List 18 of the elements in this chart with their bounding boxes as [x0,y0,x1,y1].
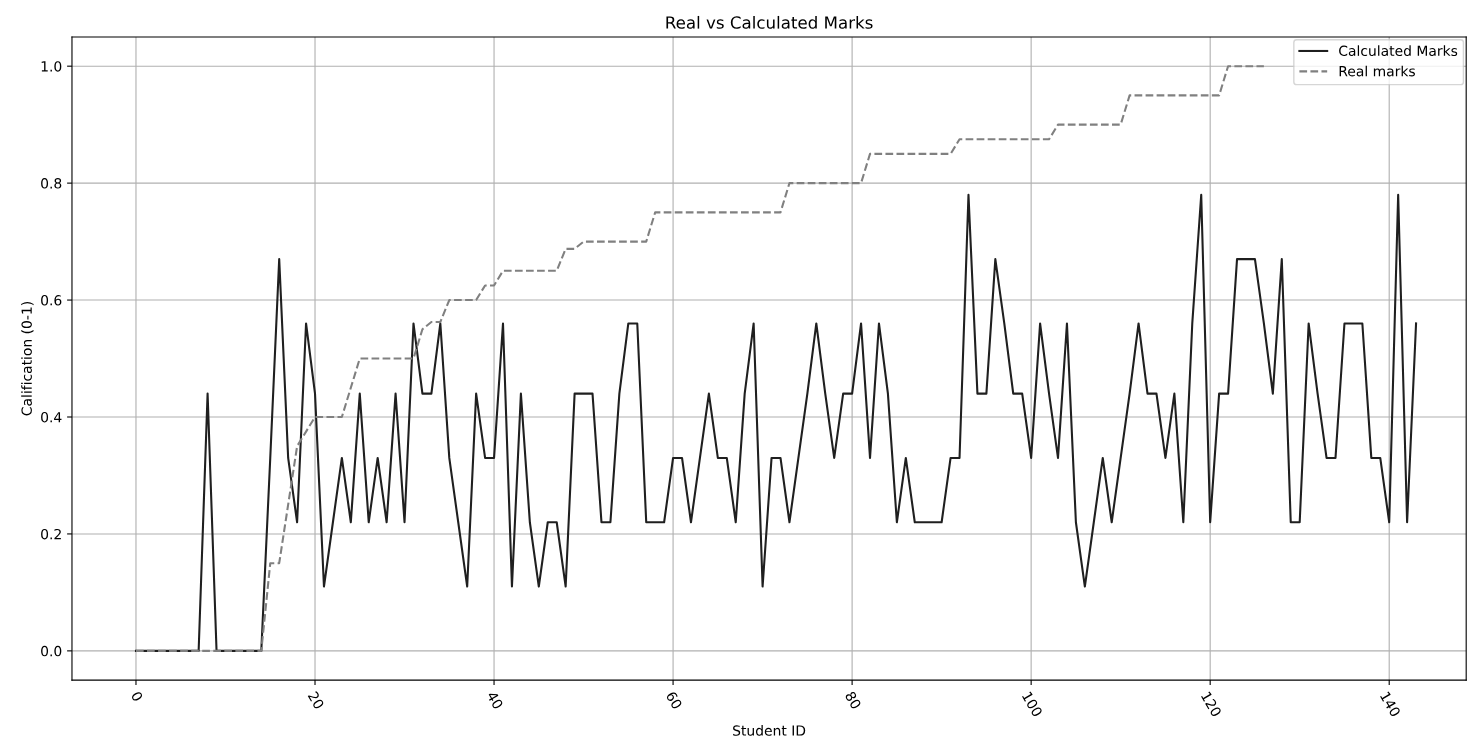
y-tick-label: 0.8 [41,178,62,189]
x-tick-label: 20 [307,690,325,710]
chart-title: Real vs Calculated Marks [666,15,873,29]
legend-label: Real marks [1339,65,1415,77]
y-tick-label: 0.4 [41,411,62,423]
x-axis-title: Student ID [733,725,806,736]
y-tick-label: 1.0 [41,61,62,72]
x-tick-label: 80 [844,690,862,710]
y-tick-label: 0.0 [41,645,62,657]
line-series [134,65,1265,652]
y-tick-label: 0.6 [41,295,62,306]
line-series [134,193,1418,652]
x-tick-label: 40 [486,690,504,710]
x-tick-label: 0 [130,690,144,703]
y-axis-title: Calification (0-1) [21,302,34,416]
y-tick-label: 0.2 [41,528,61,540]
legend-label: Calculated Marks [1339,45,1458,57]
x-tick-label: 60 [665,690,683,710]
